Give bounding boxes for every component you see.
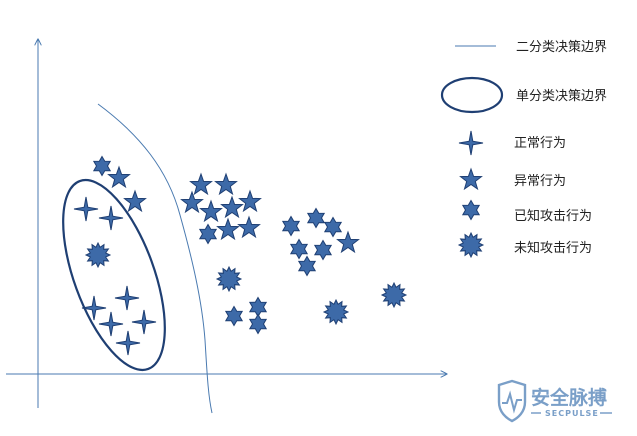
unknown-attack-marker (322, 298, 350, 326)
known-attack-marker (198, 223, 218, 245)
watermark-subtitle: SECPULSE (545, 409, 599, 418)
binary-decision-boundary (97, 103, 213, 414)
normal-behavior-marker (81, 295, 107, 321)
legend-abnormal-icon (459, 167, 483, 191)
known-attack-marker (306, 207, 326, 229)
abnormal-behavior-marker (180, 190, 204, 214)
legend-known-attack-icon (461, 199, 481, 221)
abnormal-behavior-marker (216, 217, 240, 241)
abnormal-behavior-marker (123, 189, 147, 213)
unknown-attack-marker (215, 265, 243, 293)
known-attack-marker (289, 238, 309, 260)
known-attack-marker (224, 305, 244, 327)
abnormal-behavior-marker (199, 199, 223, 223)
known-attack-marker (323, 216, 343, 238)
abnormal-behavior-marker (220, 195, 244, 219)
unknown-attack-marker (84, 241, 112, 269)
unknown-attack-marker (380, 281, 408, 309)
secpulse-watermark: 安全脉搏 SECPULSE (497, 379, 612, 423)
normal-behavior-marker (98, 205, 124, 231)
legend: 二分类决策边界 单分类决策边界 正常行为 异常行为 已知攻击行为 未知攻击行为 (440, 39, 607, 259)
watermark-title: 安全脉搏 (531, 386, 607, 409)
abnormal-behavior-marker (238, 189, 262, 213)
normal-behavior-marker (114, 285, 140, 311)
single-class-decision-boundary (62, 178, 166, 372)
legend-abnormal-label: 异常行为 (514, 174, 566, 189)
legend-unknown-attack-label: 未知攻击行为 (514, 240, 592, 256)
normal-behavior-marker (98, 311, 124, 337)
legend-binary-label: 二分类决策边界 (516, 39, 607, 55)
abnormal-behavior-marker (189, 172, 213, 196)
legend-single-label: 单分类决策边界 (516, 88, 607, 104)
known-attack-marker (281, 215, 301, 237)
pulse-icon (502, 390, 522, 414)
abnormal-behavior-marker (237, 215, 261, 239)
legend-normal-label: 正常行为 (514, 136, 566, 151)
data-points (73, 155, 408, 356)
normal-behavior-marker (115, 330, 141, 356)
normal-behavior-marker (131, 309, 157, 335)
legend-normal-icon (458, 130, 484, 156)
legend-single-ellipse (440, 76, 504, 114)
abnormal-behavior-marker (336, 230, 360, 254)
known-attack-marker (313, 239, 333, 261)
known-attack-marker (248, 313, 268, 335)
known-attack-marker (92, 155, 112, 177)
legend-known-attack-label: 已知攻击行为 (514, 208, 592, 224)
normal-behavior-marker (73, 196, 99, 222)
abnormal-behavior-marker (107, 165, 131, 189)
legend-unknown-attack-icon (457, 231, 485, 259)
abnormal-behavior-marker (214, 172, 238, 196)
shield-icon (497, 379, 527, 423)
known-attack-marker (297, 255, 317, 277)
